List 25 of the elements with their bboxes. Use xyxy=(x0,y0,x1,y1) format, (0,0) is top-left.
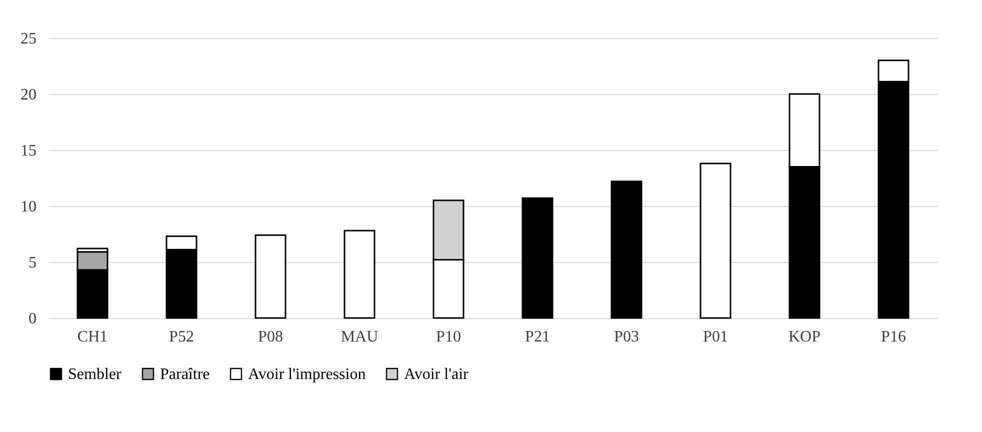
x-tick-label: P01 xyxy=(703,328,728,346)
legend-label: Paraître xyxy=(160,366,210,383)
bar xyxy=(522,197,554,319)
x-tick-label: P10 xyxy=(436,328,461,346)
x-tick-label: KOP xyxy=(788,328,821,346)
legend-label: Sembler xyxy=(68,366,122,383)
legend-label: Avoir l'impression xyxy=(248,366,366,383)
y-tick-label: 15 xyxy=(20,142,36,160)
bar xyxy=(254,234,286,319)
bar xyxy=(610,180,642,319)
y-tick-label: 5 xyxy=(28,254,36,272)
bar xyxy=(344,230,376,319)
y-tick-label: 10 xyxy=(20,198,36,216)
x-tick-label: MAU xyxy=(340,328,379,346)
x-tick-label: P03 xyxy=(614,328,639,346)
y-tick-label: 20 xyxy=(20,86,36,104)
x-tick-label: P52 xyxy=(169,328,194,346)
y-tick-label: 25 xyxy=(20,30,36,48)
x-tick-label: CH1 xyxy=(77,328,108,346)
x-tick-label: P08 xyxy=(258,328,283,346)
x-tick-label: P21 xyxy=(525,328,550,346)
x-tick-label: P16 xyxy=(881,328,906,346)
y-tick-label: 0 xyxy=(28,310,36,328)
legend-label: Avoir l'air xyxy=(404,366,470,383)
bar xyxy=(700,162,732,319)
